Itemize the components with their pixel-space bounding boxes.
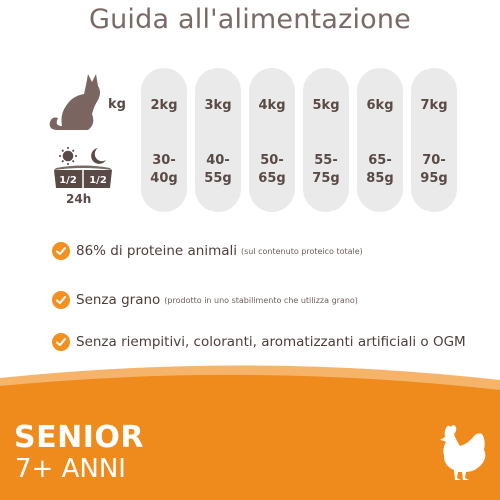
grams-value: 55- 75g <box>312 153 340 186</box>
feature-item: Senza grano (prodotto in uno stabiliment… <box>52 289 358 311</box>
weight-value: 5kg <box>312 98 340 113</box>
grams-value: 70- 95g <box>420 153 448 186</box>
feeding-column: 6kg 65- 85g <box>357 68 403 212</box>
weight-value: 4kg <box>258 98 286 113</box>
chicken-icon <box>440 425 486 480</box>
sun-icon <box>59 147 77 165</box>
feature-item: 86% di proteine animali (sul contenuto p… <box>52 240 363 262</box>
grams-value: 65- 85g <box>366 153 394 186</box>
cat-silhouette-icon <box>49 74 100 130</box>
feeding-column: 3kg 40- 55g <box>195 68 241 212</box>
feeding-column: 7kg 70- 95g <box>411 68 457 212</box>
food-bowl-icon: 1/2 1/2 <box>54 147 112 188</box>
feeding-column: 4kg 50- 65g <box>249 68 295 212</box>
weight-value: 2kg <box>150 98 178 113</box>
duration-label: 24h <box>66 192 92 206</box>
grams-value: 40- 55g <box>204 153 232 186</box>
feature-note: (prodotto in uno stabilimento che utiliz… <box>164 295 358 305</box>
weight-value: 3kg <box>204 98 232 113</box>
check-icon <box>52 291 70 309</box>
feature-text: Senza riempitivi, coloranti, aromatizzan… <box>76 334 466 350</box>
portion-fraction-right: 1/2 <box>89 175 107 186</box>
moon-icon <box>91 148 106 164</box>
page-title: Guida all'alimentazione <box>89 4 411 35</box>
feature-item: Senza riempitivi, coloranti, aromatizzan… <box>52 331 466 353</box>
kg-label: kg <box>108 97 126 112</box>
check-icon <box>52 242 70 260</box>
grams-value: 30- 40g <box>150 153 178 186</box>
check-icon <box>52 333 70 351</box>
grams-value: 50- 65g <box>258 153 286 186</box>
weight-value: 7kg <box>420 98 448 113</box>
feature-note: (sul contenuto proteico totale) <box>241 246 363 256</box>
age-range-label: 7+ ANNI <box>15 454 126 484</box>
feature-text: Senza grano <box>76 292 161 308</box>
portion-fraction-left: 1/2 <box>59 175 77 186</box>
weight-value: 6kg <box>366 98 394 113</box>
feeding-column: 5kg 55- 75g <box>303 68 349 212</box>
feeding-column: 2kg 30- 40g <box>141 68 187 212</box>
feature-text: 86% di proteine animali <box>76 243 237 259</box>
age-category-title: SENIOR <box>14 420 144 455</box>
